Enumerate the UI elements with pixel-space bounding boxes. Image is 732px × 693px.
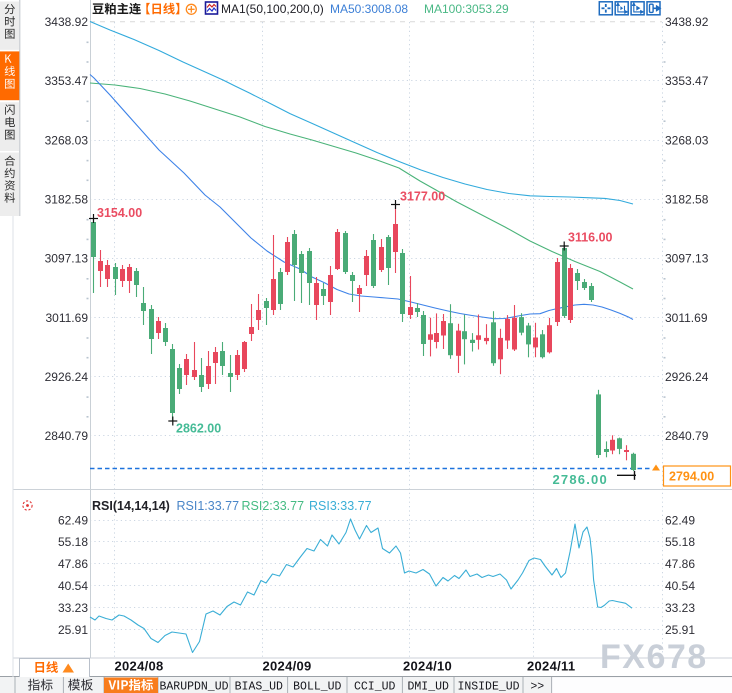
svg-text:3011.69: 3011.69: [665, 311, 708, 325]
svg-text:3353.47: 3353.47: [45, 74, 89, 88]
svg-text:BOLL_UD: BOLL_UD: [293, 681, 341, 693]
svg-text:3154.00: 3154.00: [97, 206, 142, 220]
svg-text:BIAS_UD: BIAS_UD: [235, 681, 283, 693]
svg-text:55.18: 55.18: [58, 535, 88, 549]
svg-text:47.86: 47.86: [58, 557, 88, 571]
svg-text:3353.47: 3353.47: [665, 74, 709, 88]
svg-text:2024/11: 2024/11: [527, 659, 575, 674]
svg-text:2926.24: 2926.24: [665, 370, 709, 384]
svg-text:2794.00: 2794.00: [669, 470, 714, 484]
svg-text:>>: >>: [530, 681, 544, 693]
svg-text:FX678: FX678: [600, 638, 708, 676]
svg-text:2024/08: 2024/08: [115, 659, 164, 674]
svg-text:62.49: 62.49: [665, 513, 695, 527]
svg-text:3097.13: 3097.13: [665, 252, 709, 266]
svg-text:RSI1:33.77: RSI1:33.77: [177, 499, 240, 513]
svg-text:3116.00: 3116.00: [568, 231, 613, 245]
svg-text:3177.00: 3177.00: [400, 190, 445, 204]
svg-text:33.23: 33.23: [58, 601, 88, 615]
svg-text:3268.03: 3268.03: [665, 133, 709, 147]
svg-text:3438.92: 3438.92: [665, 15, 709, 29]
svg-text:40.54: 40.54: [665, 579, 695, 593]
svg-text:RSI3:33.77: RSI3:33.77: [309, 499, 372, 513]
svg-text:3182.58: 3182.58: [665, 193, 709, 207]
svg-text:47.86: 47.86: [665, 557, 695, 571]
svg-text:MA50:3008.08: MA50:3008.08: [330, 2, 408, 16]
svg-text:2926.24: 2926.24: [45, 370, 89, 384]
svg-text:2024/10: 2024/10: [403, 659, 452, 674]
svg-text:3097.13: 3097.13: [45, 252, 89, 266]
svg-text:INSIDE_UD: INSIDE_UD: [457, 681, 519, 693]
svg-text:DMI_UD: DMI_UD: [407, 681, 449, 693]
svg-text:3182.58: 3182.58: [45, 193, 89, 207]
svg-text:62.49: 62.49: [58, 513, 88, 527]
svg-text:33.23: 33.23: [665, 601, 695, 615]
svg-text:RSI2:33.77: RSI2:33.77: [242, 499, 305, 513]
svg-text:2840.79: 2840.79: [665, 429, 709, 443]
svg-text:RSI(14,14,14): RSI(14,14,14): [92, 499, 170, 513]
svg-text:2786.00: 2786.00: [553, 472, 608, 487]
svg-text:25.91: 25.91: [58, 623, 88, 637]
svg-text:BARUPDN_UD: BARUPDN_UD: [159, 681, 228, 693]
svg-text:2862.00: 2862.00: [176, 422, 221, 436]
svg-text:2840.79: 2840.79: [45, 429, 89, 443]
svg-text:55.18: 55.18: [665, 535, 695, 549]
svg-text:3438.92: 3438.92: [45, 15, 89, 29]
svg-text:CCI_UD: CCI_UD: [354, 681, 396, 693]
svg-text:25.91: 25.91: [665, 623, 695, 637]
svg-text:MA100:3053.29: MA100:3053.29: [424, 2, 509, 16]
svg-text:3268.03: 3268.03: [45, 133, 89, 147]
svg-text:3011.69: 3011.69: [46, 311, 89, 325]
svg-text:2024/09: 2024/09: [263, 659, 312, 674]
svg-text:40.54: 40.54: [58, 579, 88, 593]
svg-text:MA1(50,100,200,0): MA1(50,100,200,0): [221, 2, 324, 16]
